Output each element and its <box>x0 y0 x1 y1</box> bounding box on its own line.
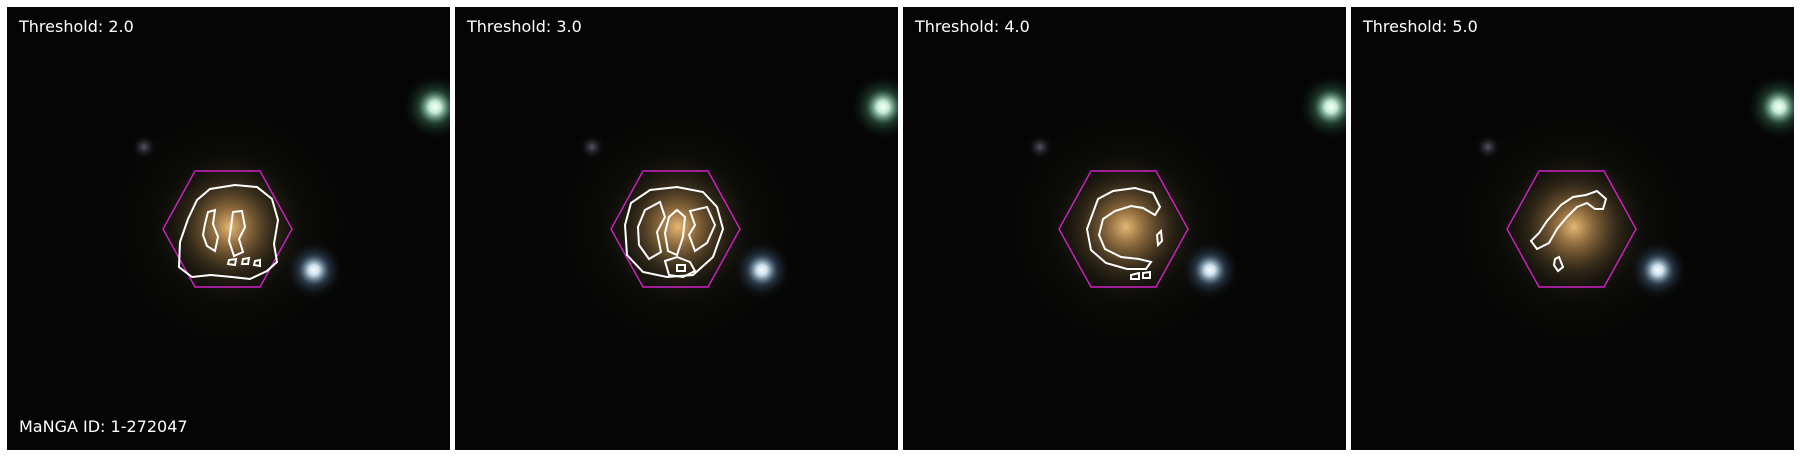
contour-lower <box>663 255 697 279</box>
threshold-label: Threshold: 4.0 <box>915 17 1030 36</box>
galaxy-image <box>80 73 450 377</box>
galaxy-core <box>1494 147 1654 307</box>
star-upper-right <box>1297 73 1346 141</box>
star-lower-right <box>1180 240 1240 300</box>
galaxy-panel-threshold-5: Threshold: 5.0 <box>1351 7 1794 450</box>
contour-blob <box>240 256 251 265</box>
contour-inner-right <box>227 209 247 258</box>
contour-inner-center <box>663 208 687 257</box>
faint-source <box>579 134 605 160</box>
contour-inner-right <box>687 205 717 253</box>
galaxy-core <box>1046 147 1206 307</box>
contour-arc <box>1529 189 1608 251</box>
ifu-hexagon <box>1058 170 1189 288</box>
contour-inner-left <box>636 200 667 261</box>
galaxy-panel-threshold-4: Threshold: 4.0 <box>903 7 1346 450</box>
faint-source <box>1475 134 1501 160</box>
contour-blob <box>226 257 238 267</box>
contour-outer <box>623 185 725 279</box>
threshold-label: Threshold: 2.0 <box>19 17 134 36</box>
galaxy-image <box>528 73 898 377</box>
faint-source <box>131 134 157 160</box>
star-lower-right <box>284 240 344 300</box>
contour-outer <box>177 183 280 281</box>
galaxy-panel-threshold-2: Threshold: 2.0 MaNGA ID: 1-272047 <box>7 7 450 450</box>
contour-blob <box>1155 228 1164 248</box>
faint-source <box>1027 134 1053 160</box>
galaxy-panel-threshold-3: Threshold: 3.0 <box>455 7 898 450</box>
contour-blob <box>676 264 686 272</box>
ifu-hexagon <box>162 170 293 288</box>
star-upper-right <box>1745 73 1794 141</box>
ifu-hexagon <box>610 170 741 288</box>
manga-id-label: MaNGA ID: 1-272047 <box>19 417 188 436</box>
contour-blob <box>252 258 261 268</box>
galaxy-image <box>1424 73 1794 377</box>
ifu-hexagon <box>1506 170 1637 288</box>
contour-arc <box>1085 186 1162 270</box>
galaxy-image <box>976 73 1346 377</box>
star-upper-right <box>401 73 450 141</box>
threshold-label: Threshold: 3.0 <box>467 17 582 36</box>
star-lower-right <box>732 240 792 300</box>
contour-blob <box>1142 270 1151 279</box>
star-lower-right <box>1628 240 1688 300</box>
contour-inner-left <box>201 208 220 253</box>
contour-blob <box>1552 255 1565 273</box>
star-upper-right <box>849 73 898 141</box>
contour-blob <box>1130 271 1140 280</box>
threshold-label: Threshold: 5.0 <box>1363 17 1478 36</box>
